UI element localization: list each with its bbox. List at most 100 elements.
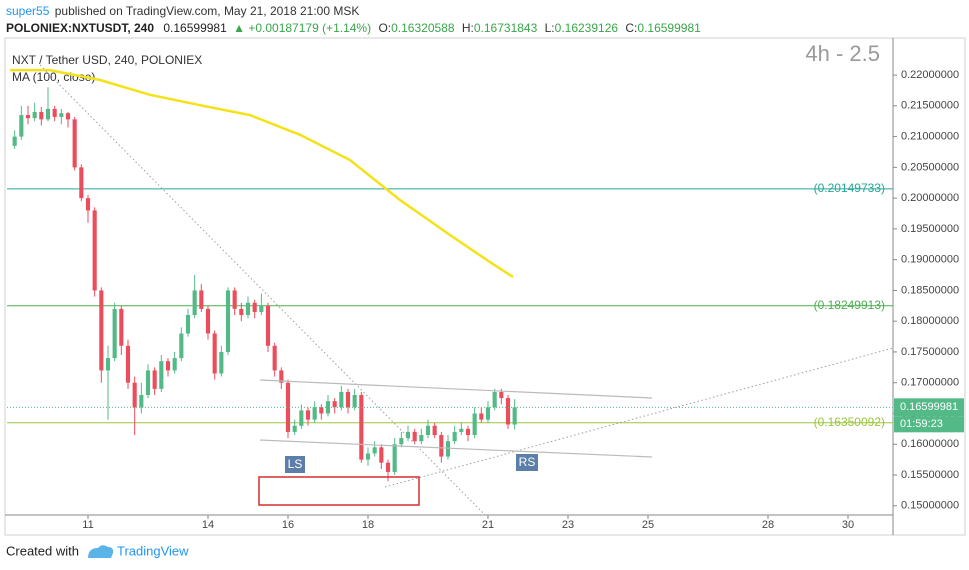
level-label: (0.20149733)	[814, 181, 885, 195]
author[interactable]: super55	[6, 4, 50, 18]
level-label: (0.18249913)	[814, 298, 885, 312]
y-tick-label: 0.21500000	[901, 100, 959, 112]
countdown-label: 01:59:23	[900, 418, 943, 430]
highlight-box	[258, 476, 420, 506]
candle-body	[72, 119, 77, 168]
candle-body	[319, 407, 324, 414]
candle-body	[219, 351, 224, 374]
candle-body	[132, 382, 137, 408]
candle-body	[205, 308, 211, 334]
channel-line	[259, 379, 653, 399]
candle-body	[419, 435, 424, 442]
x-tick-label: 28	[762, 519, 774, 531]
candle-body	[272, 345, 277, 371]
candle-body	[172, 358, 177, 371]
candle-body	[372, 447, 377, 454]
candle-body	[85, 198, 91, 211]
candle-body	[485, 407, 491, 420]
candle-body	[139, 395, 144, 408]
candle-body	[79, 167, 84, 199]
y-tick-label: 0.20500000	[901, 161, 959, 173]
candle-body	[192, 290, 197, 316]
candle-body	[52, 108, 57, 117]
x-tick-label: 11	[82, 519, 93, 531]
candle-body	[39, 111, 44, 120]
candle-body	[425, 425, 431, 436]
candle-body	[299, 410, 304, 426]
x-tick-label: 23	[562, 519, 574, 531]
candle-body	[412, 431, 417, 442]
y-tick-label: 0.15000000	[901, 500, 959, 512]
candle-body	[59, 113, 64, 117]
candle-body	[452, 431, 457, 442]
candle-body	[12, 136, 17, 146]
ohlc-label: C:	[625, 21, 637, 35]
annotation-box	[516, 454, 538, 471]
candle-body	[292, 425, 297, 432]
y-tick-label: 0.18500000	[901, 284, 959, 296]
symbol: POLONIEX:NXTUSDT, 240	[6, 21, 154, 35]
chart-title: NXT / Tether USD, 240, POLONIEX	[12, 53, 202, 67]
candle-body	[239, 308, 244, 316]
candle-body	[359, 395, 364, 460]
candle-body	[405, 431, 411, 439]
candle-body	[365, 453, 371, 460]
candle-body	[499, 391, 504, 399]
candle-body	[339, 391, 344, 408]
candle-body	[245, 302, 251, 316]
last-price-box	[894, 398, 964, 417]
last-price-label: 0.16599981	[900, 401, 958, 413]
y-tick-label: 0.19000000	[901, 254, 959, 266]
y-tick-label: 0.19500000	[901, 223, 959, 235]
ma-line	[10, 68, 514, 278]
candle-body	[305, 410, 311, 420]
countdown-box	[894, 416, 964, 433]
candle-body	[465, 428, 471, 436]
candle-body	[332, 401, 337, 408]
brand-link[interactable]: TradingView	[117, 543, 189, 558]
ohlc-value: 0.16239126	[555, 21, 619, 35]
candle-body	[345, 391, 351, 408]
ohlc-value: 0.16320588	[391, 21, 455, 35]
candle-body	[459, 428, 464, 432]
y-tick-label: 0.17500000	[901, 346, 959, 358]
y-tick-label: 0.21000000	[901, 131, 959, 143]
candle-body	[152, 370, 157, 389]
y-tick-label: 0.20000000	[901, 192, 959, 204]
candle-body	[392, 444, 397, 472]
candle-body	[159, 361, 164, 389]
y-tick-label: 0.16000000	[901, 438, 959, 450]
ohlc-value: 0.16731843	[474, 21, 538, 35]
candle-body	[379, 447, 384, 463]
y-tick-label: 0.17000000	[901, 377, 959, 389]
candle-body	[472, 413, 477, 436]
channel-line	[259, 439, 653, 458]
y-tick-label: 0.18000000	[901, 315, 959, 327]
trend-line	[39, 64, 491, 521]
x-tick-label: 30	[842, 519, 854, 531]
plot: 0.150000000.155000000.160000000.16500000…	[7, 68, 959, 531]
candle-body	[285, 382, 291, 432]
candle-body	[105, 358, 111, 371]
candle-body	[432, 425, 437, 436]
x-tick-label: 16	[282, 519, 294, 531]
candle-body	[145, 370, 151, 396]
candle-body	[512, 407, 517, 425]
ma-legend: MA (100, close)	[12, 70, 95, 84]
annotation: LS	[288, 457, 303, 471]
candle-body	[479, 413, 484, 420]
x-tick-label: 14	[202, 519, 214, 531]
annotation: RS	[519, 455, 536, 469]
candle-body	[259, 305, 264, 312]
candle-body	[385, 462, 391, 472]
candle-body	[312, 407, 317, 420]
candle-body	[112, 308, 117, 359]
candle-body	[505, 398, 511, 425]
x-tick-label: 21	[482, 519, 494, 531]
candle-body	[45, 108, 51, 120]
candle-body	[92, 210, 97, 291]
candle-body	[279, 370, 284, 383]
ohlc-label: L:	[545, 21, 555, 35]
candle-body	[65, 113, 71, 120]
